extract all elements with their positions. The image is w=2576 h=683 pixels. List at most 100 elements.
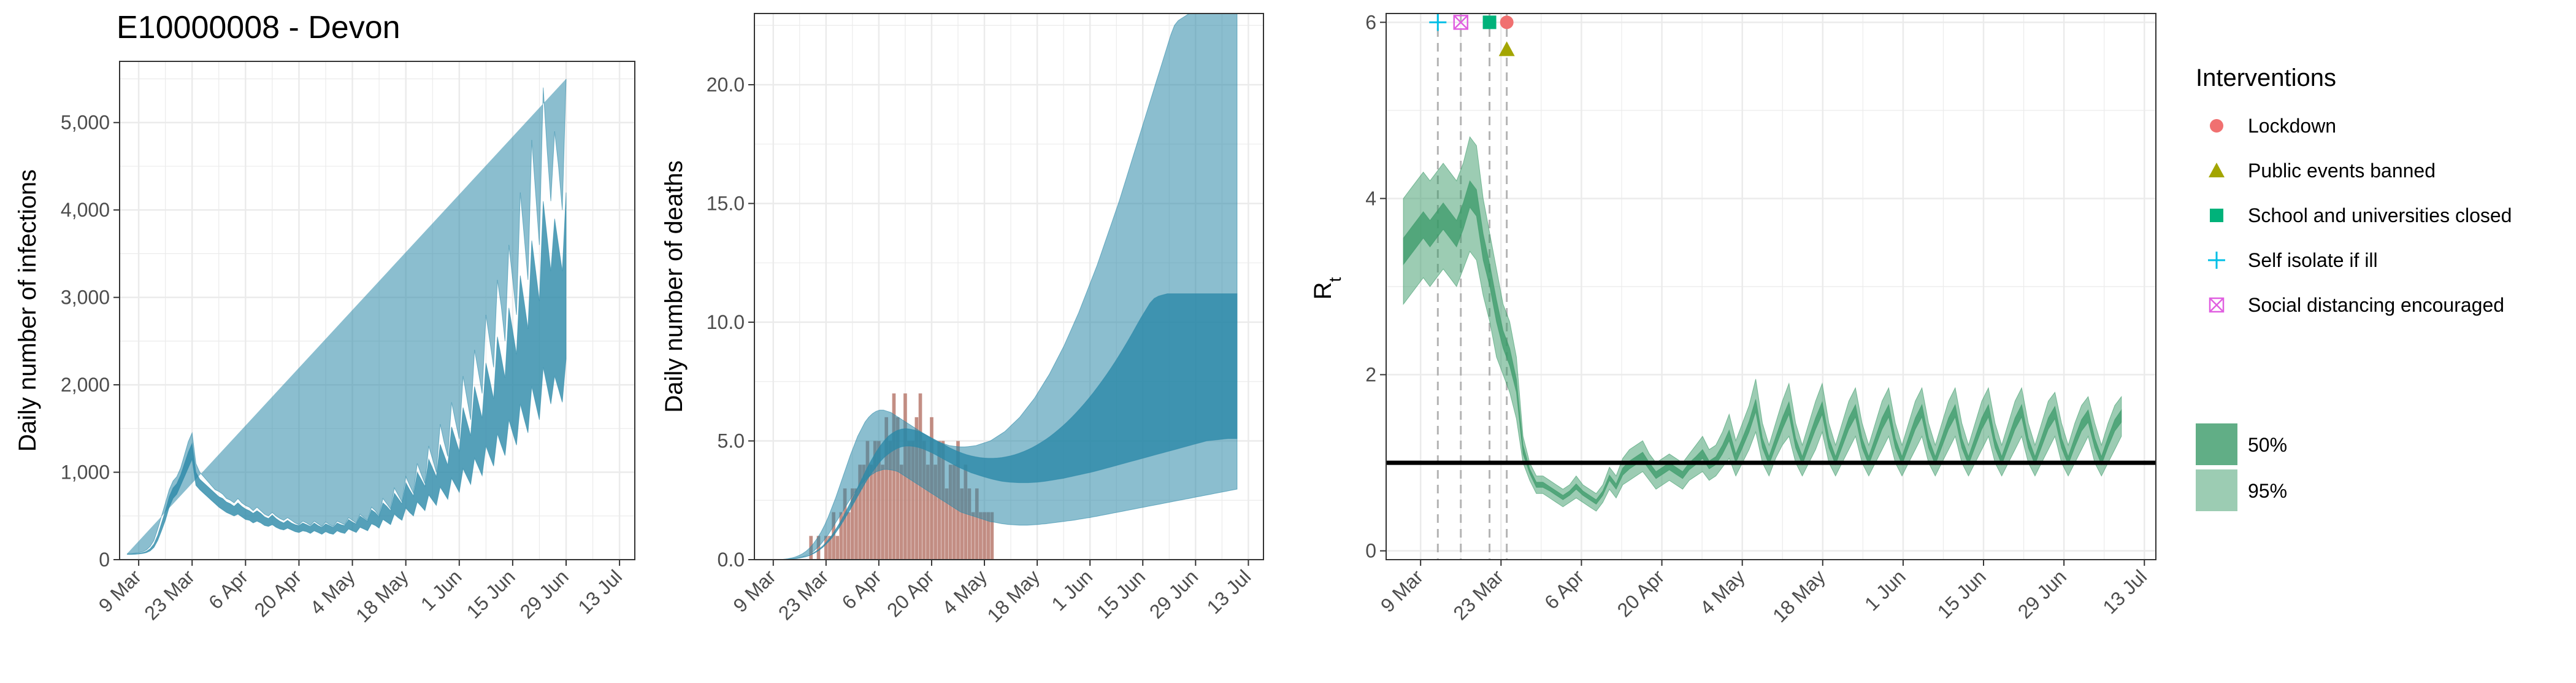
- x-tick-label: 23 Mar: [140, 565, 199, 624]
- x-tick-label: 1 Jun: [1047, 565, 1097, 615]
- y-tick-label: 15.0: [707, 193, 745, 215]
- x-tick-label: 15 Jun: [1933, 565, 1990, 622]
- observed-death-bar: [948, 465, 953, 560]
- observed-death-bar: [824, 536, 828, 560]
- x-tick-label: 29 Jun: [2014, 565, 2071, 622]
- observed-death-bar: [835, 536, 840, 560]
- observed-death-bar: [862, 465, 866, 560]
- intervention-marker-boxx: [1453, 15, 1469, 30]
- observed-death-bar: [990, 512, 994, 560]
- legend-symbol-triangle: [2209, 163, 2225, 177]
- observed-death-bar: [869, 465, 873, 560]
- legend-band-label: 50%: [2248, 434, 2287, 456]
- x-tick-label: 18 May: [1768, 565, 1830, 627]
- x-tick-label: 1 Jun: [416, 565, 466, 615]
- x-tick-label: 29 Jun: [516, 565, 573, 622]
- observed-death-bar: [877, 441, 881, 560]
- legend-label: School and universities closed: [2248, 204, 2512, 226]
- x-tick-label: 13 Jul: [2098, 565, 2151, 618]
- observed-death-bar: [945, 488, 949, 560]
- observed-death-bar: [828, 536, 832, 560]
- observed-death-bar: [907, 441, 911, 560]
- observed-death-bar: [846, 512, 851, 560]
- x-tick-label: 13 Jul: [573, 565, 626, 618]
- infections-bands: [126, 79, 567, 555]
- observed-death-bar: [986, 512, 991, 560]
- observed-death-bar: [854, 488, 858, 560]
- observed-death-bar: [922, 441, 926, 560]
- intervention-marker-circle: [1500, 15, 1514, 29]
- legend-title: Interventions: [2196, 64, 2336, 91]
- observed-death-bar: [933, 465, 937, 560]
- y-tick-label: 0.0: [718, 549, 745, 571]
- observed-death-bar: [888, 441, 892, 560]
- x-tick-label: 13 Jul: [1203, 565, 1255, 618]
- rt-panel: 0 2 4 6 9 Mar 23 Mar 6 Apr 20 Apr 4 May 18 May 1 …: [1309, 11, 2156, 627]
- y-tick-label: 2,000: [61, 374, 110, 396]
- deaths-y-axis-title: Daily number of deaths: [661, 160, 688, 412]
- observed-death-bar: [975, 488, 979, 560]
- legend-symbol-boxx: [2209, 297, 2225, 313]
- y-tick-label: 5,000: [61, 112, 110, 134]
- observed-death-bar: [895, 417, 900, 560]
- intervention-marker-plus: [1429, 14, 1447, 31]
- observed-death-bar: [983, 512, 986, 560]
- observed-death-bar: [892, 393, 896, 560]
- y-tick-label: 0: [1365, 540, 1376, 562]
- main-title: E10000008 - Devon: [117, 10, 401, 45]
- legend-label: Self isolate if ill: [2248, 249, 2378, 271]
- infections-y-axis-title: Daily number of infections: [14, 169, 41, 452]
- band-50pct: [126, 192, 567, 555]
- legend-symbol-circle: [2210, 119, 2223, 133]
- x-tick-label: 1 Jun: [1860, 565, 1910, 615]
- legend-band-label: 95%: [2248, 480, 2287, 502]
- observed-death-bar: [979, 512, 983, 560]
- observed-death-bar: [953, 465, 956, 560]
- x-tick-label: 20 Apr: [883, 565, 938, 621]
- legend-symbol-boxx-box: [2209, 297, 2225, 313]
- x-tick-label: 6 Apr: [1540, 565, 1589, 614]
- observed-death-bar: [937, 441, 941, 560]
- rt-grid: [1386, 14, 2156, 560]
- y-tick-label: 6: [1365, 11, 1376, 33]
- legend-label: Lockdown: [2248, 115, 2336, 137]
- x-tick-label: 6 Apr: [204, 565, 253, 614]
- observed-death-bar: [858, 465, 862, 560]
- legend-symbol-plus: [2208, 252, 2225, 269]
- observed-death-bar: [884, 417, 889, 560]
- x-tick-label: 4 May: [1696, 565, 1749, 619]
- observed-death-bar: [816, 536, 821, 560]
- rt-intervention-markers: [1429, 14, 1515, 56]
- y-tick-label: 0: [99, 549, 110, 571]
- y-tick-label: 20.0: [707, 74, 745, 96]
- y-tick-label: 1,000: [61, 461, 110, 484]
- band-50pct: [762, 293, 1238, 560]
- intervention-marker-square: [1482, 15, 1497, 29]
- x-tick-label: 29 Jun: [1145, 565, 1202, 622]
- legend-swatch-band: [2196, 469, 2237, 511]
- x-tick-label: 15 Jun: [462, 565, 519, 622]
- legend-swatch-band: [2196, 423, 2237, 465]
- observed-death-bar: [926, 465, 930, 560]
- observed-death-bar: [865, 441, 870, 560]
- observed-death-bar: [851, 488, 854, 560]
- y-tick-label: 4: [1365, 187, 1376, 209]
- legend-intervention-items: Lockdown Public events banned School and u…: [2208, 115, 2512, 316]
- observed-death-bar: [899, 465, 903, 560]
- x-tick-label: 15 Jun: [1092, 565, 1149, 622]
- observed-death-bar: [914, 417, 919, 560]
- legend-symbol-square: [2210, 209, 2223, 222]
- rt-y-axis-title: Rt: [1309, 277, 1344, 299]
- observed-death-bar: [967, 488, 972, 560]
- observed-death-bar: [911, 441, 915, 560]
- observed-death-bar: [971, 512, 975, 560]
- x-tick-label: 9 Mar: [729, 565, 780, 617]
- observed-death-bar: [843, 488, 847, 560]
- x-tick-label: 20 Apr: [250, 565, 306, 621]
- x-tick-label: 18 May: [983, 565, 1044, 627]
- observed-death-bar: [881, 465, 884, 560]
- band-95pct: [127, 79, 567, 554]
- intervention-marker-triangle: [1498, 41, 1515, 56]
